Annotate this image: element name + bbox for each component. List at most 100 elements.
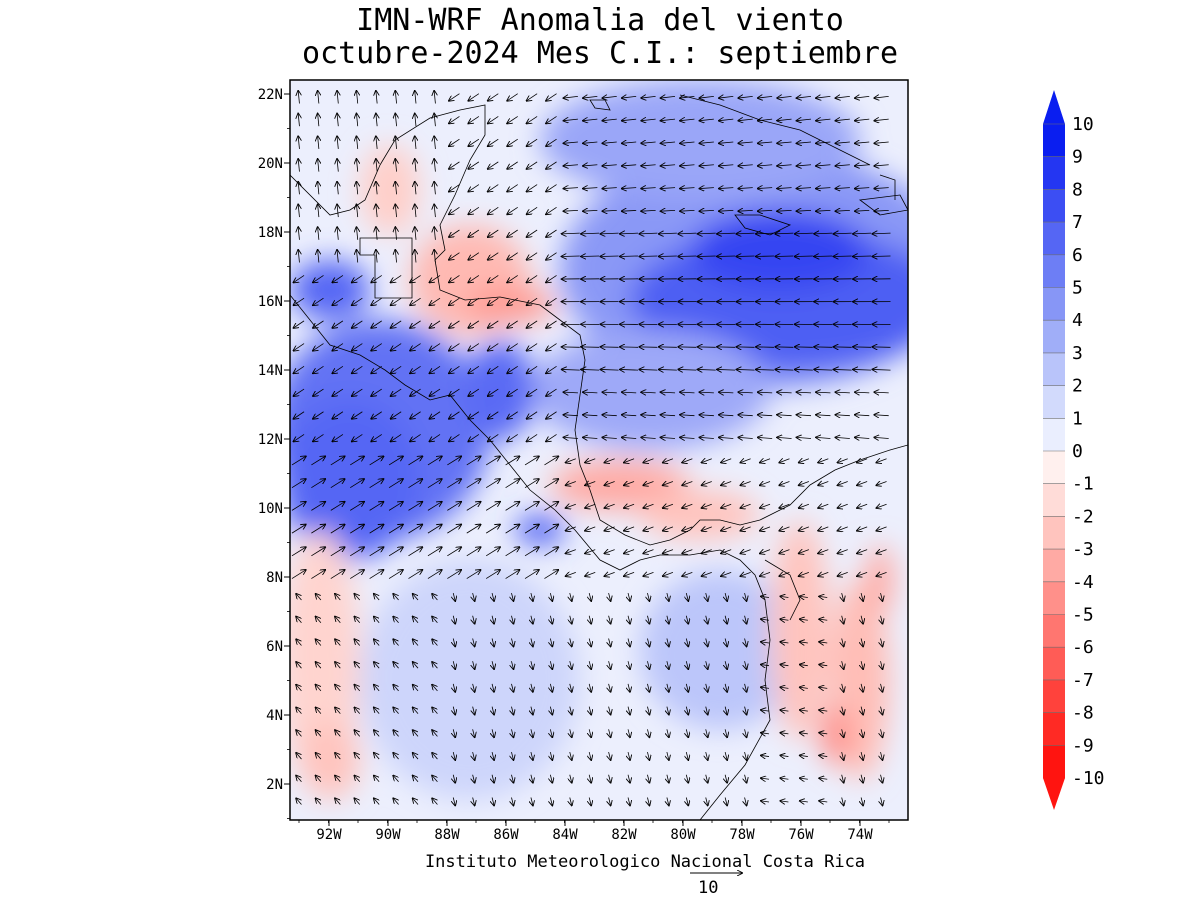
wind-vector <box>473 683 475 692</box>
wind-vector <box>835 415 850 416</box>
wind-vector <box>550 683 552 692</box>
wind-vector <box>531 683 533 692</box>
wind-vector <box>601 233 619 234</box>
wind-vector <box>698 369 716 370</box>
wind-vector <box>861 661 863 669</box>
wind-vector <box>842 592 844 601</box>
wind-vector <box>531 751 533 760</box>
wind-vector <box>432 707 438 714</box>
wind-vector <box>874 119 889 121</box>
wind-vector <box>855 210 870 211</box>
wind-vector <box>468 320 480 328</box>
lat-label: 2N <box>266 777 283 793</box>
wind-vector <box>434 136 435 149</box>
wind-vector <box>819 687 828 688</box>
wind-vector <box>449 388 460 396</box>
wind-vectors <box>291 91 891 805</box>
wind-vector <box>667 751 669 760</box>
wind-vector <box>330 456 345 466</box>
wind-vector <box>761 778 770 779</box>
wind-vector <box>721 527 732 531</box>
wind-vector <box>488 320 499 328</box>
wind-vector <box>564 165 578 166</box>
wind-vector <box>296 617 302 624</box>
wind-vector <box>546 297 557 305</box>
wind-vector <box>564 392 578 393</box>
wind-vector <box>335 707 341 714</box>
wind-vector <box>609 615 611 624</box>
wind-vector <box>700 165 714 166</box>
colorbar-swatch <box>1043 385 1065 419</box>
wind-vector <box>298 227 299 240</box>
wind-vector <box>391 320 402 328</box>
colorbar-swatch <box>1043 516 1065 550</box>
wind-vector <box>337 91 338 104</box>
wind-vector <box>432 776 438 783</box>
wind-vector <box>686 661 688 669</box>
wind-vector <box>337 182 338 195</box>
wind-vector <box>570 774 572 783</box>
wind-vector <box>449 252 460 260</box>
wind-vector <box>667 615 669 624</box>
wind-vector <box>797 437 812 438</box>
wind-vector <box>330 525 345 534</box>
wind-vector <box>505 479 520 489</box>
wind-vector <box>686 797 688 805</box>
wind-vector <box>318 136 319 149</box>
wind-vector <box>585 572 596 576</box>
wind-vector <box>527 206 538 214</box>
wind-vector <box>700 415 714 416</box>
wind-vector <box>408 456 422 466</box>
wind-vector <box>395 136 396 149</box>
wind-vector <box>330 502 345 511</box>
wind-vector <box>641 415 656 416</box>
wind-vector <box>473 615 475 624</box>
wind-vector <box>719 392 734 393</box>
wind-vector <box>492 661 494 669</box>
wind-vector <box>835 142 850 143</box>
wind-vector <box>758 437 773 438</box>
wind-vector <box>544 570 558 579</box>
wind-vector <box>740 572 751 576</box>
wind-vector <box>777 119 792 121</box>
wind-vector <box>874 392 889 393</box>
wind-vector <box>316 594 322 601</box>
wind-vector <box>488 411 499 419</box>
wind-vector <box>507 388 518 396</box>
wind-vector <box>527 116 538 123</box>
wind-vector <box>374 776 380 783</box>
wind-vector <box>369 479 384 489</box>
wind-vector <box>583 119 598 121</box>
wind-vector <box>531 797 533 805</box>
lat-label: 18N <box>258 225 283 241</box>
wind-vector <box>775 233 794 234</box>
wind-vector <box>700 188 714 189</box>
wind-vector <box>740 481 751 485</box>
wind-vector <box>842 751 844 760</box>
wind-vector <box>745 683 747 692</box>
wind-vector <box>758 392 773 393</box>
wind-vector <box>332 411 344 419</box>
colorbar-label: -1 <box>1072 474 1094 495</box>
colorbar-swatch <box>1043 679 1065 714</box>
wind-vector <box>861 615 863 624</box>
wind-vector <box>376 250 377 263</box>
wind-vector <box>622 142 637 143</box>
wind-vector <box>468 206 480 214</box>
wind-vector <box>434 159 435 172</box>
latitude-labels: 22N 20N 18N 16N 14N 12N 10N 8N 6N 4N 2N <box>258 87 283 793</box>
wind-vector <box>356 114 357 127</box>
wind-vector <box>624 527 635 531</box>
wind-vector <box>354 753 361 760</box>
wind-vector <box>291 525 306 534</box>
wind-vector <box>432 617 438 624</box>
wind-vector <box>332 343 344 351</box>
wind-vector <box>544 525 558 534</box>
wind-vector <box>415 114 416 127</box>
wind-vector <box>388 479 403 489</box>
wind-vector <box>835 165 850 166</box>
wind-vector <box>624 459 635 463</box>
wind-vector <box>527 320 538 328</box>
wind-vector <box>745 797 747 805</box>
wind-vector <box>624 550 635 554</box>
